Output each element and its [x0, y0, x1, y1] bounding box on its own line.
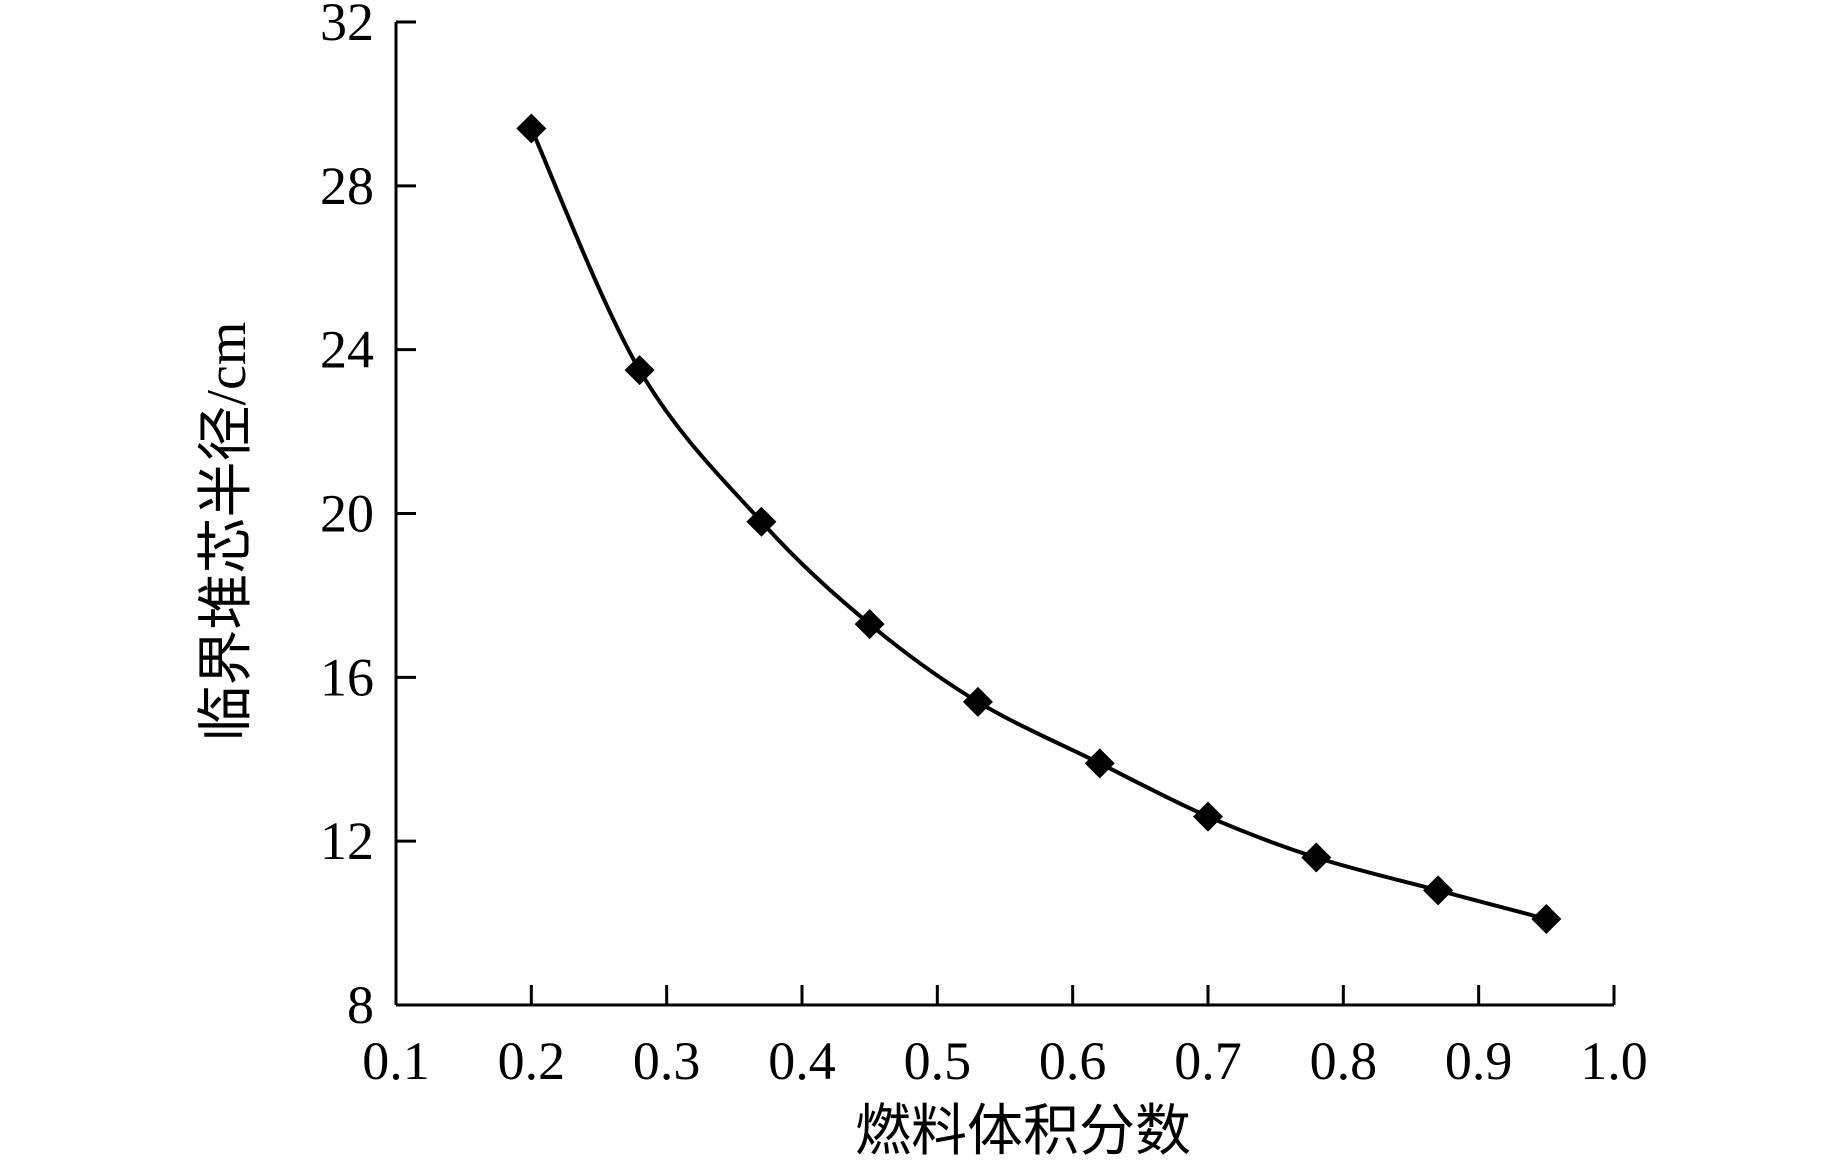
x-tick-label: 1.0: [1580, 1031, 1648, 1091]
y-tick-label: 32: [320, 0, 374, 52]
data-point-diamond: [962, 686, 993, 717]
y-tick-label: 16: [320, 647, 374, 707]
axis-ticks: 0.1 0.2 0.3 0.4 0.5 0.6 0.7 0.8 0.9 1.0 8 12 16 20 24 2…: [320, 0, 1648, 1091]
data-series: [516, 113, 1562, 934]
x-tick-label: 0.6: [1039, 1031, 1107, 1091]
x-tick-label: 0.7: [1174, 1031, 1242, 1091]
x-tick-label: 0.1: [362, 1031, 430, 1091]
data-point-diamond: [1531, 903, 1562, 934]
axes: [394, 22, 1614, 1007]
y-tick-label: 12: [320, 811, 374, 871]
data-point-diamond: [1423, 875, 1454, 906]
x-tick-label: 0.4: [768, 1031, 836, 1091]
x-tick-label: 0.9: [1445, 1031, 1513, 1091]
series-line: [529, 127, 1547, 921]
data-point-diamond: [1193, 801, 1223, 832]
x-tick-label: 0.2: [498, 1031, 566, 1091]
y-axis-title: 临界堆芯半径/cm: [196, 322, 258, 742]
x-tick-label: 0.3: [633, 1031, 701, 1091]
x-tick-label: 0.5: [904, 1031, 972, 1091]
y-tick-label: 24: [320, 320, 374, 380]
data-point-diamond: [1301, 842, 1332, 873]
y-tick-label: 28: [320, 156, 374, 216]
data-point-diamond: [516, 113, 547, 144]
data-point-diamond: [624, 355, 655, 386]
data-point-diamond: [746, 506, 777, 537]
data-point-diamond: [1084, 748, 1115, 779]
x-tick-label: 0.8: [1310, 1031, 1378, 1091]
data-point-diamond: [854, 609, 885, 640]
x-axis-title: 燃料体积分数: [855, 1101, 1191, 1163]
y-tick-label: 8: [347, 975, 374, 1035]
y-tick-label: 20: [320, 484, 374, 544]
